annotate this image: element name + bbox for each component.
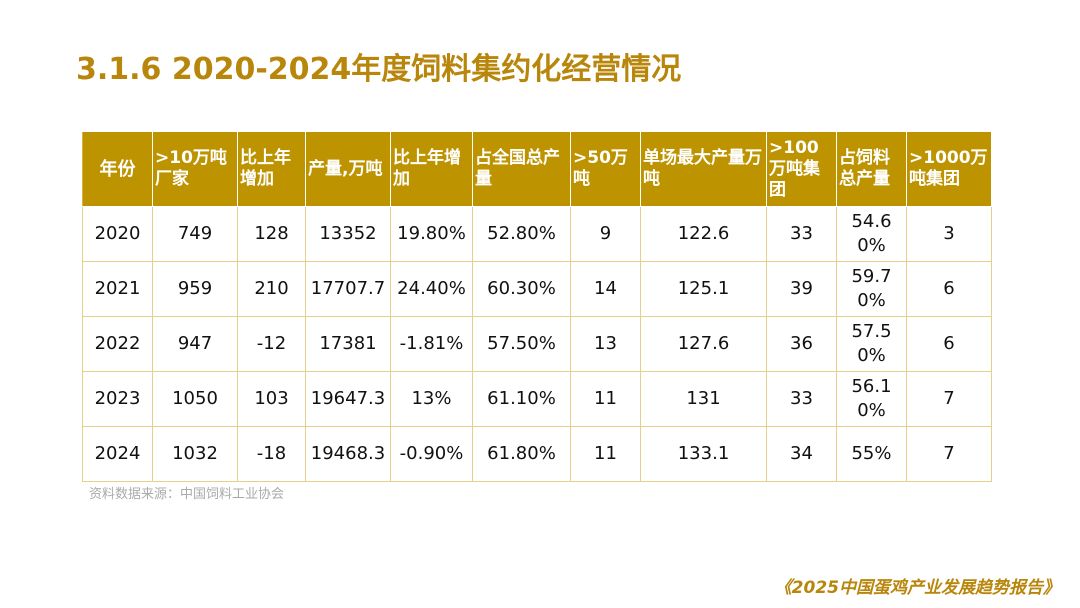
table-cell: 13% — [390, 371, 473, 427]
table-cell: -1.81% — [390, 316, 473, 372]
table-cell: -0.90% — [390, 426, 473, 482]
table-cell: 59.70% — [836, 261, 907, 317]
table-cell: 61.10% — [472, 371, 571, 427]
table-cell: 2020 — [82, 206, 153, 262]
column-header: >10万吨厂家 — [152, 131, 238, 207]
table-cell: 128 — [237, 206, 306, 262]
table-row: 2021 959 210 17707.7 24.40% 60.30% 14 12… — [82, 261, 992, 317]
table-cell: 210 — [237, 261, 306, 317]
table-cell: 19468.3 — [305, 426, 391, 482]
table-cell: 125.1 — [640, 261, 767, 317]
table-cell: 133.1 — [640, 426, 767, 482]
table-cell: 959 — [152, 261, 238, 317]
table-cell: 2021 — [82, 261, 153, 317]
table-cell: 122.6 — [640, 206, 767, 262]
table-cell: -18 — [237, 426, 306, 482]
table-cell: 11 — [570, 426, 641, 482]
table-cell: -12 — [237, 316, 306, 372]
table-cell: 17707.7 — [305, 261, 391, 317]
table-cell: 13352 — [305, 206, 391, 262]
table-cell: 52.80% — [472, 206, 571, 262]
table-cell: 2023 — [82, 371, 153, 427]
table-cell: 9 — [570, 206, 641, 262]
table-cell: 3 — [906, 206, 992, 262]
table-cell: 36 — [766, 316, 837, 372]
column-header: 占全国总产量 — [472, 131, 571, 207]
table-cell: 13 — [570, 316, 641, 372]
column-header: 单场最大产量万吨 — [640, 131, 767, 207]
table-cell: 127.6 — [640, 316, 767, 372]
table-cell: 57.50% — [472, 316, 571, 372]
table-cell: 14 — [570, 261, 641, 317]
source-note: 资料数据来源：中国饲料工业协会 — [89, 487, 285, 502]
table-cell: 7 — [906, 371, 992, 427]
table-cell: 131 — [640, 371, 767, 427]
table-cell: 2024 — [82, 426, 153, 482]
table-cell: 56.10% — [836, 371, 907, 427]
table-cell: 7 — [906, 426, 992, 482]
table-cell: 947 — [152, 316, 238, 372]
table-cell: 57.50% — [836, 316, 907, 372]
data-table: 年份 >10万吨厂家 比上年增加 产量,万吨 比上年增加 占全国总产量 >50万… — [82, 131, 992, 482]
table-cell: 11 — [570, 371, 641, 427]
column-header: 比上年增加 — [390, 131, 473, 207]
report-footer: 《2025中国蛋鸡产业发展趋势报告》 — [774, 578, 1060, 598]
table-row: 2023 1050 103 19647.3 13% 61.10% 11 131 … — [82, 371, 992, 427]
table-cell: 1050 — [152, 371, 238, 427]
table-cell: 1032 — [152, 426, 238, 482]
column-header: 年份 — [82, 131, 153, 207]
table-cell: 6 — [906, 261, 992, 317]
column-header: >50万吨 — [570, 131, 641, 207]
column-header: >100万吨集团 — [766, 131, 837, 207]
column-header: >1000万吨集团 — [906, 131, 992, 207]
table-cell: 6 — [906, 316, 992, 372]
table-cell: 33 — [766, 206, 837, 262]
page-title: 3.1.6 2020-2024年度饲料集约化经营情况 — [76, 52, 682, 87]
table-cell: 19647.3 — [305, 371, 391, 427]
table-cell: 19.80% — [390, 206, 473, 262]
table-header-row: 年份 >10万吨厂家 比上年增加 产量,万吨 比上年增加 占全国总产量 >50万… — [82, 131, 992, 207]
table-cell: 61.80% — [472, 426, 571, 482]
column-header: 产量,万吨 — [305, 131, 391, 207]
table-row: 2022 947 -12 17381 -1.81% 57.50% 13 127.… — [82, 316, 992, 372]
table-cell: 34 — [766, 426, 837, 482]
table-cell: 33 — [766, 371, 837, 427]
table-row: 2024 1032 -18 19468.3 -0.90% 61.80% 11 1… — [82, 426, 992, 482]
table-cell: 24.40% — [390, 261, 473, 317]
table-cell: 749 — [152, 206, 238, 262]
table-cell: 60.30% — [472, 261, 571, 317]
table-cell: 55% — [836, 426, 907, 482]
column-header: 比上年增加 — [237, 131, 306, 207]
table-cell: 103 — [237, 371, 306, 427]
table-cell: 2022 — [82, 316, 153, 372]
table-cell: 39 — [766, 261, 837, 317]
table-cell: 54.60% — [836, 206, 907, 262]
column-header: 占饲料总产量 — [836, 131, 907, 207]
table-row: 2020 749 128 13352 19.80% 52.80% 9 122.6… — [82, 206, 992, 262]
table-cell: 17381 — [305, 316, 391, 372]
